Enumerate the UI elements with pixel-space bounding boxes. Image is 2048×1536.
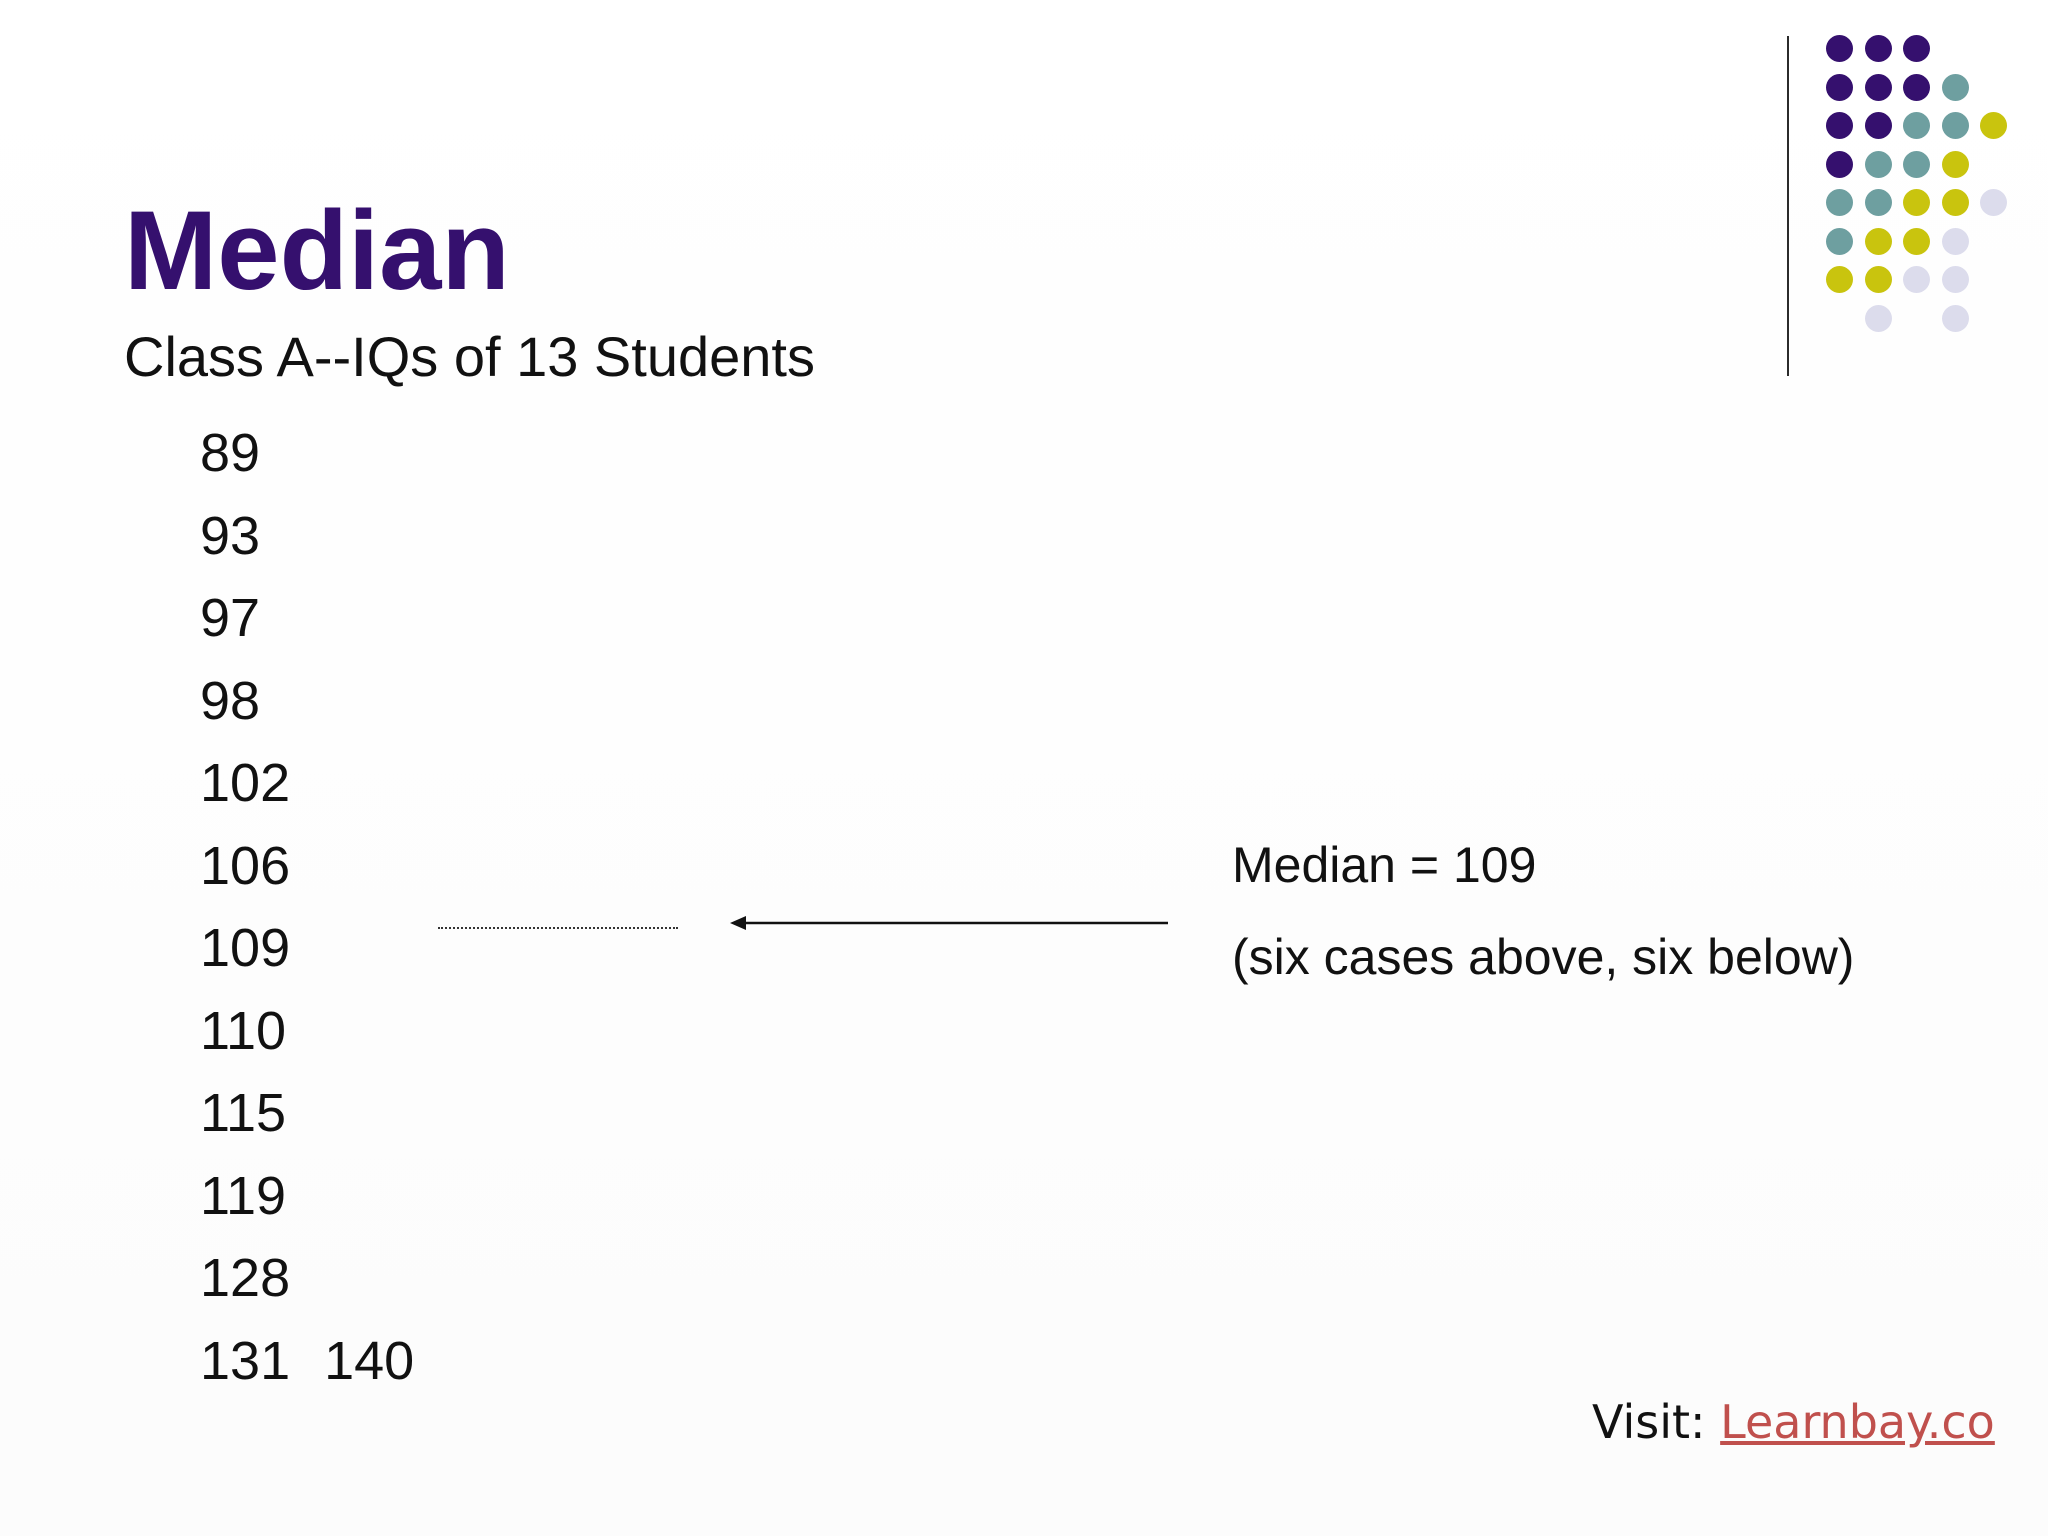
decorative-dot [1826,266,1853,293]
decorative-dot [1864,35,1892,62]
iq-value: 115 [200,1083,287,1143]
left-arrow-icon [730,916,1168,930]
decorative-dot [1980,189,2007,216]
iq-value: 109 [200,918,291,978]
decorative-dot [1903,73,1930,101]
iq-value: 106 [200,835,291,896]
decorative-dot [1826,189,1853,216]
decorative-dot [1864,266,1892,293]
list-item: 89 [200,412,414,495]
iq-value: 128 [200,1248,291,1308]
list-item: 98 [200,660,414,743]
decorative-dot [1864,150,1892,178]
decorative-dot [1903,189,1930,216]
decorative-dot [1941,266,1969,293]
median-label: Median = 109 [1232,837,1537,893]
decorative-dot [1941,73,1969,101]
decorative-dot [1826,150,1853,178]
decorative-dot [1980,112,2007,139]
decorative-dot [1826,35,1853,62]
list-item: 110 [200,990,414,1073]
decorative-dot [1941,304,1969,332]
decorative-dot [1826,73,1853,101]
list-item: 102 [200,742,414,825]
decorative-dot [1826,112,1853,139]
decorative-dot [1941,189,1969,216]
iq-value-list: 89 93 97 98 102 106 109 110 115 119 128 … [200,412,414,1402]
list-item: 115 [200,1072,414,1155]
learnbay-link[interactable]: Learnbay.co [1720,1395,1995,1449]
iq-value: 93 [200,505,261,566]
iq-value: 97 [200,588,261,648]
footer-visit: Visit: Learnbay.co [1592,1392,1995,1452]
median-explanation: (six cases above, six below) [1232,929,1855,985]
list-item: 109 [200,907,414,990]
iq-value: 119 [200,1165,287,1226]
vertical-divider [1787,36,1789,376]
decorative-dot [1864,112,1892,139]
decorative-dot [1903,266,1930,293]
iq-value: 131 [200,1330,291,1391]
iq-value-extra: 140 [324,1330,415,1391]
decorative-dot [1864,304,1892,332]
iq-value: 110 [200,1000,287,1061]
iq-value: 102 [200,753,291,813]
decorative-dot [1903,150,1930,178]
decorative-dot [1941,227,1969,255]
decorative-dot [1941,112,1969,139]
iq-value: 98 [200,670,261,731]
list-item: 106 [200,825,414,908]
list-item: 128 [200,1237,414,1320]
slide-title: Median [124,188,510,313]
decorative-dot [1903,112,1930,139]
decorative-dot [1864,227,1892,255]
iq-value: 89 [200,423,261,483]
list-item: 131 140 [200,1320,414,1403]
footer-prefix: Visit: [1592,1395,1721,1449]
list-item: 97 [200,577,414,660]
list-item: 119 [200,1155,414,1238]
decorative-dot [1903,35,1930,62]
decorative-dot [1941,150,1969,178]
slide-subtitle: Class A--IQs of 13 Students [124,325,815,388]
decorative-dot [1864,73,1892,101]
dotted-connector-line [438,927,678,929]
decorative-dot [1864,189,1892,216]
list-item: 93 [200,495,414,578]
decorative-dot [1826,227,1853,255]
decorative-dot [1903,227,1930,255]
